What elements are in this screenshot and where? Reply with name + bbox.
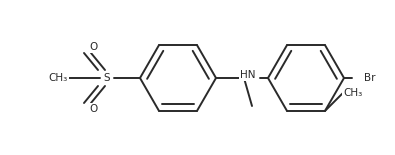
Text: CH₃: CH₃ <box>48 73 68 83</box>
Text: O: O <box>89 42 97 52</box>
Text: O: O <box>89 104 97 114</box>
Text: HN: HN <box>240 70 256 80</box>
Text: CH₃: CH₃ <box>343 88 363 98</box>
Text: S: S <box>103 73 110 83</box>
Text: Br: Br <box>364 73 376 83</box>
